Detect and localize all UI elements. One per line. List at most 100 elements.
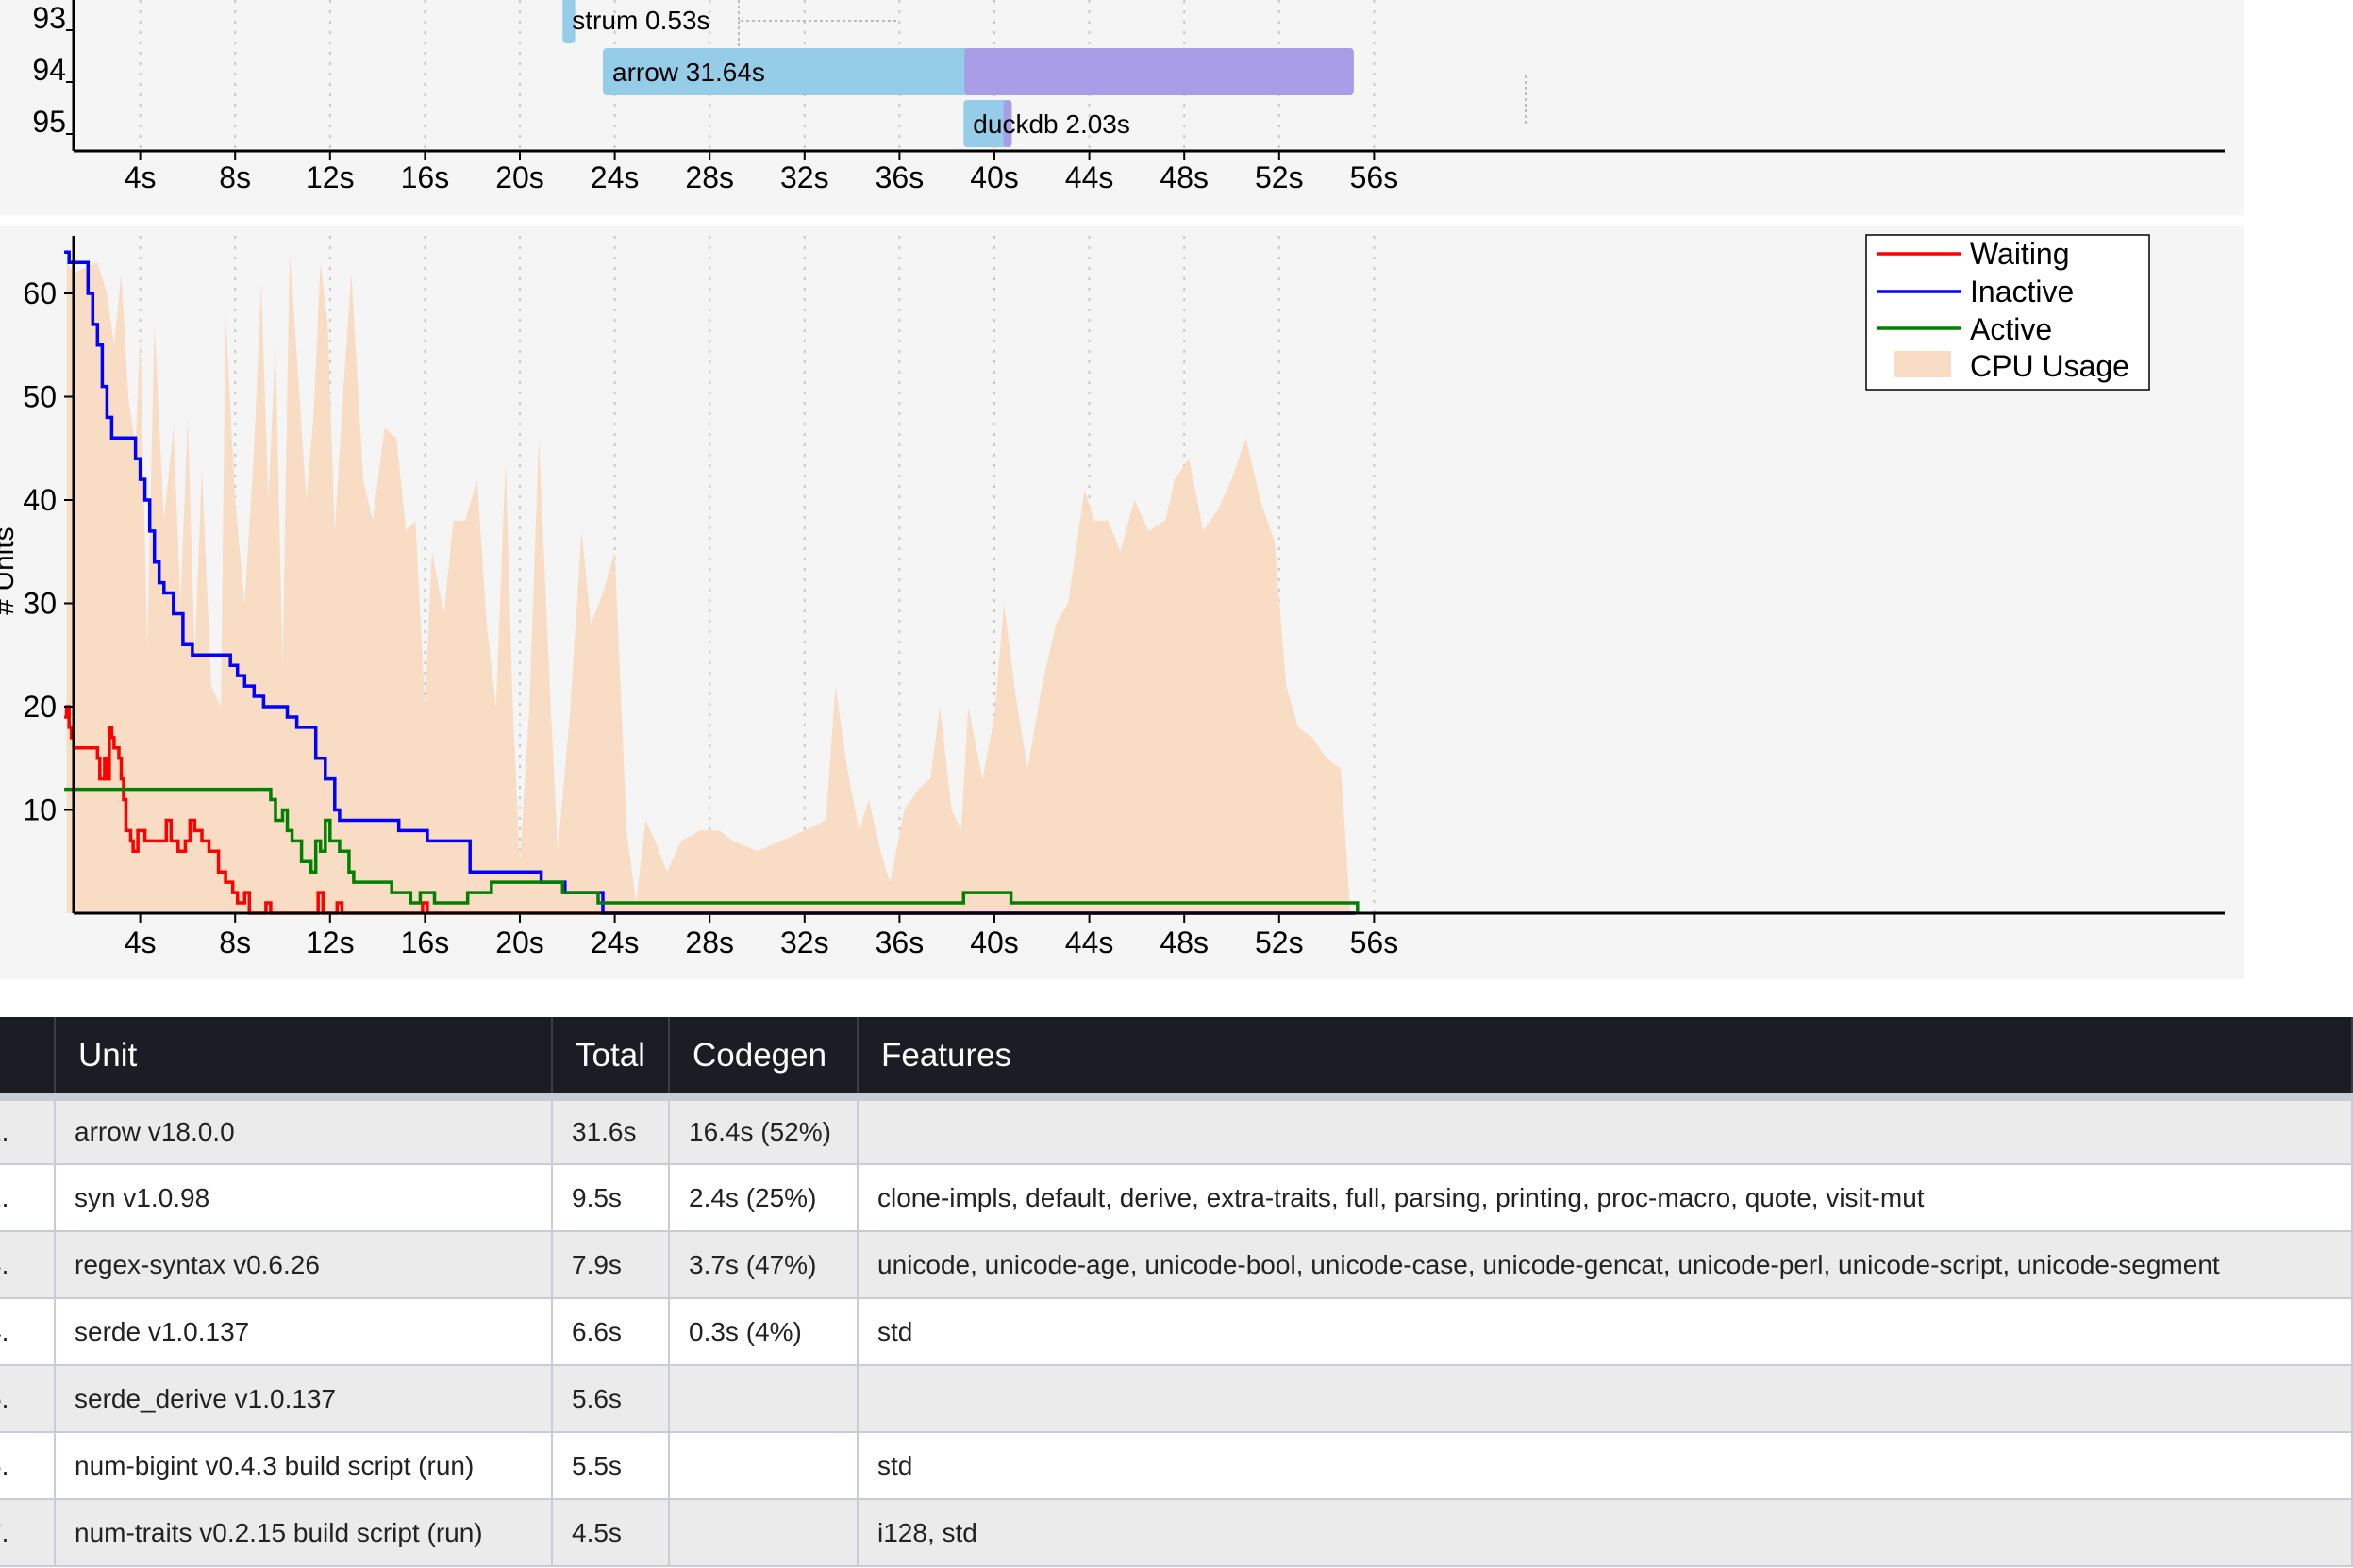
gantt-x-tick-label: 48s [1160, 160, 1209, 194]
concurrency-x-tick-label: 40s [970, 926, 1019, 959]
column-header-rank [0, 1017, 56, 1097]
cell-rank: 3. [0, 1231, 56, 1299]
dependency-line [738, 0, 896, 22]
legend-swatch-cpu-usage [1894, 351, 1951, 377]
gantt-x-tick-label: 28s [685, 160, 734, 194]
cell-unit: regex-syntax v0.6.26 [55, 1231, 553, 1299]
concurrency-x-tick-label: 52s [1255, 926, 1304, 959]
cell-codegen [669, 1365, 859, 1433]
cell-codegen: 0.3s (4%) [669, 1298, 859, 1366]
legend-label-inactive: Inactive [1970, 275, 2074, 309]
cell-features [858, 1093, 2353, 1165]
cell-unit: num-traits v0.2.15 build script (run) [55, 1499, 553, 1567]
cell-codegen [669, 1432, 859, 1500]
gantt-bar-label-duckdb: duckdb 2.03s [973, 109, 1130, 139]
gantt-x-tick-label: 8s [219, 160, 251, 194]
cell-total: 7.9s [552, 1231, 670, 1299]
concurrency-x-tick-label: 48s [1160, 926, 1209, 959]
unit-table-section: Unit Total Codegen Features 1.arrow v18.… [0, 1017, 2353, 1567]
series-area-cpu-usage [66, 252, 1351, 913]
concurrency-x-tick-label: 28s [685, 926, 734, 959]
gantt-bar-duckdb[interactable] [963, 100, 1012, 147]
concurrency-y-tick-label: 50 [23, 380, 57, 414]
gantt-x-tick-label: 56s [1350, 160, 1399, 194]
cell-total: 9.5s [552, 1164, 670, 1232]
gantt-x-tick-label: 12s [306, 160, 355, 194]
concurrency-y-tick-label: 60 [23, 276, 57, 310]
series-line-active [64, 787, 1360, 913]
cell-features [858, 1365, 2353, 1433]
cell-unit: arrow v18.0.0 [55, 1093, 553, 1165]
concurrency-x-tick-label: 4s [125, 926, 157, 959]
cell-unit: syn v1.0.98 [55, 1164, 553, 1232]
legend-label-cpu-usage: CPU Usage [1970, 349, 2129, 383]
cell-total: 4.5s [552, 1499, 670, 1567]
cell-features: unicode, unicode-age, unicode-bool, unic… [858, 1231, 2353, 1299]
concurrency-x-tick-label: 36s [876, 926, 925, 959]
column-header-unit[interactable]: Unit [55, 1017, 553, 1097]
cell-features: i128, std [858, 1499, 2353, 1567]
gantt-row-index: 93 [32, 1, 66, 35]
gantt-x-tick-label: 44s [1065, 160, 1114, 194]
cell-total: 31.6s [552, 1093, 670, 1165]
cell-features: std [858, 1298, 2353, 1366]
gantt-bar-label-strum: strum 0.53s [572, 6, 709, 35]
table-row: 6.num-bigint v0.4.3 build script (run)5.… [0, 1432, 2353, 1500]
y-axis-label: # Units [0, 526, 20, 614]
cell-rank: 5. [0, 1365, 56, 1433]
column-header-features[interactable]: Features [858, 1017, 2353, 1097]
gantt-x-tick-label: 4s [125, 160, 157, 194]
gantt-bar-label-arrow: arrow 31.64s [612, 58, 765, 87]
cell-total: 6.6s [552, 1298, 670, 1366]
cell-rank: 1. [0, 1093, 56, 1165]
table-header-row: Unit Total Codegen Features [0, 1017, 2353, 1097]
gantt-x-tick-label: 20s [495, 160, 544, 194]
gantt-row-labels: 93 94 95 [32, 1, 74, 139]
cell-unit: num-bigint v0.4.3 build script (run) [55, 1432, 553, 1500]
series-line-inactive [64, 250, 1356, 915]
concurrency-x-ticks: 4s 8s 12s 16s 20s 24s 28s 32s 36s 40s 44s 48s 52s 56s [125, 913, 1398, 959]
gantt-x-tick-label: 52s [1255, 160, 1304, 194]
cell-rank: 4. [0, 1298, 56, 1366]
cell-features: clone-impls, default, derive, extra-trai… [858, 1164, 2353, 1232]
cell-rank: 6. [0, 1432, 56, 1500]
concurrency-x-tick-label: 44s [1065, 926, 1114, 959]
cell-features: std [858, 1432, 2353, 1500]
unit-table: Unit Total Codegen Features 1.arrow v18.… [0, 1017, 2353, 1567]
table-row: 3.regex-syntax v0.6.267.9s3.7s (47%)unic… [0, 1231, 2353, 1299]
concurrency-y-tick-label: 30 [23, 587, 57, 621]
gantt-bar-codegen-arrow[interactable] [964, 48, 1354, 95]
concurrency-x-tick-label: 16s [401, 926, 450, 959]
gantt-bars: strum 0.53s arrow 31.64s duckdb 2.03s [562, 0, 1527, 147]
legend-label-active: Active [1970, 312, 2052, 346]
cell-codegen [669, 1499, 859, 1567]
legend: Waiting Inactive Active CPU Usage [1865, 234, 2150, 391]
table-row: 7.num-traits v0.2.15 build script (run)4… [0, 1499, 2353, 1567]
concurrency-x-tick-label: 24s [591, 926, 640, 959]
column-header-total[interactable]: Total [552, 1017, 670, 1097]
gantt-bar-strum[interactable] [562, 0, 576, 43]
gantt-x-ticks: 4s 8s 12s 16s 20s 24s 28s 32s 36s 40s 44s 48s 52s 56s [125, 151, 1398, 194]
gantt-x-tick-label: 40s [970, 160, 1019, 194]
gantt-row-index: 95 [32, 105, 66, 139]
unit-gantt-chart: strum 0.53s arrow 31.64s duckdb 2.03s 93 94… [0, 0, 2244, 215]
gantt-background [0, 0, 2244, 215]
gantt-x-tick-label: 32s [780, 160, 829, 194]
concurrency-x-tick-label: 56s [1350, 926, 1399, 959]
gantt-row-index: 94 [32, 53, 66, 87]
concurrency-y-tick-label: 20 [23, 690, 57, 724]
cell-codegen: 16.4s (52%) [669, 1093, 859, 1165]
concurrency-x-tick-label: 20s [495, 926, 544, 959]
table-row: 2.syn v1.0.989.5s2.4s (25%)clone-impls, … [0, 1164, 2353, 1232]
concurrency-x-tick-label: 12s [306, 926, 355, 959]
concurrency-x-tick-label: 32s [780, 926, 829, 959]
cell-rank: 7. [0, 1499, 56, 1567]
gantt-bar-codegen-duckdb[interactable] [1003, 100, 1012, 147]
concurrency-y-ticks: 10 20 30 40 50 60 [23, 276, 74, 827]
column-header-codegen[interactable]: Codegen [669, 1017, 859, 1097]
gantt-x-tick-label: 16s [401, 160, 450, 194]
concurrency-y-tick-label: 40 [23, 483, 57, 517]
